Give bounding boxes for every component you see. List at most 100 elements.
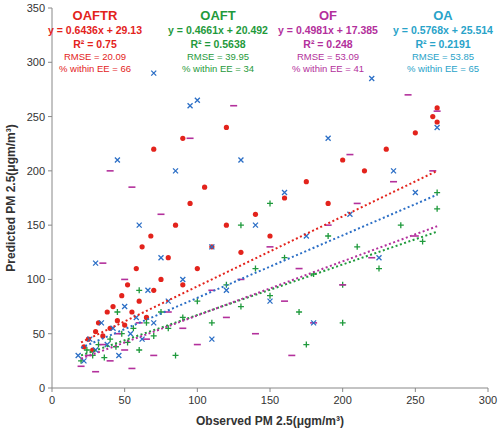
y-tick — [48, 8, 52, 9]
point — [145, 288, 150, 293]
point — [150, 355, 157, 357]
point — [194, 344, 201, 346]
point — [434, 110, 441, 112]
point — [398, 222, 404, 228]
point — [268, 299, 273, 304]
point — [76, 353, 81, 358]
point — [209, 244, 214, 249]
point — [140, 337, 145, 342]
point — [230, 105, 237, 107]
point — [180, 136, 185, 141]
point — [224, 223, 229, 228]
series-points — [78, 95, 441, 372]
point — [209, 337, 214, 342]
y-tick — [48, 333, 52, 334]
annotation-title: OAFT — [200, 8, 235, 23]
plot-area — [76, 71, 441, 372]
point — [412, 235, 419, 237]
point — [195, 98, 200, 103]
chart: 050100150200250300050100150200250300350O… — [0, 0, 500, 433]
point — [99, 320, 104, 325]
point — [354, 203, 361, 205]
point — [151, 333, 157, 339]
point — [369, 76, 374, 81]
point — [107, 336, 113, 342]
y-axis — [52, 8, 53, 388]
point — [148, 233, 153, 238]
point — [223, 317, 230, 319]
point — [252, 333, 259, 335]
point — [188, 103, 193, 108]
point — [391, 168, 396, 173]
point — [173, 352, 179, 358]
point — [303, 342, 309, 348]
annotation-line: % within EE = 41 — [292, 63, 364, 74]
point — [128, 331, 133, 336]
point — [151, 288, 156, 293]
series-points — [76, 71, 440, 364]
point — [129, 309, 134, 314]
y-tick-label: 100 — [27, 273, 45, 285]
point — [224, 125, 229, 130]
y-tick-label: 50 — [33, 328, 45, 340]
point — [340, 320, 346, 326]
point — [78, 365, 85, 367]
point — [362, 168, 367, 173]
point — [173, 223, 178, 228]
point — [390, 181, 397, 183]
point — [340, 282, 346, 288]
point — [376, 266, 382, 272]
point — [180, 282, 185, 287]
y-tick-label: 0 — [39, 382, 45, 394]
point — [267, 200, 273, 206]
point — [252, 266, 258, 272]
point — [151, 71, 156, 76]
annotation-line: R² = 0.5638 — [190, 38, 245, 50]
annotation-title: OF — [319, 8, 337, 23]
point — [93, 261, 98, 266]
point — [326, 136, 331, 141]
point — [99, 344, 106, 346]
y-tick-label: 150 — [27, 219, 45, 231]
point — [121, 279, 128, 281]
point — [296, 309, 302, 315]
point — [267, 293, 273, 299]
point — [99, 262, 106, 264]
x-tick — [197, 388, 198, 392]
point — [304, 179, 309, 184]
annotation-line: % within EE = 34 — [182, 63, 254, 74]
annotation-line: R² = 0.248 — [303, 38, 352, 50]
x-tick-label: 100 — [188, 394, 206, 406]
point — [107, 170, 114, 172]
point — [92, 371, 99, 373]
background — [0, 0, 500, 433]
y-tick — [48, 62, 52, 63]
x-tick — [270, 388, 271, 392]
point — [282, 190, 287, 195]
point — [384, 147, 389, 152]
point — [125, 282, 130, 287]
x-tick-label: 0 — [49, 394, 55, 406]
point — [282, 195, 287, 200]
point — [143, 338, 150, 340]
point — [340, 157, 345, 162]
trend-line — [81, 195, 437, 348]
x-tick — [124, 388, 125, 392]
y-tick-label: 300 — [27, 56, 45, 68]
point — [267, 233, 272, 238]
point — [238, 304, 244, 310]
trend-line — [81, 171, 437, 343]
point — [116, 353, 121, 358]
point — [137, 223, 142, 228]
x-tick-label: 250 — [406, 394, 424, 406]
y-tick — [48, 279, 52, 280]
annotation-line: y = 0.4661x + 20.492 — [168, 24, 268, 36]
point — [326, 201, 331, 206]
point — [115, 318, 120, 323]
point — [84, 347, 90, 353]
point — [166, 255, 171, 260]
point — [420, 238, 426, 244]
point — [288, 355, 295, 357]
point — [158, 277, 163, 282]
point — [339, 284, 346, 286]
